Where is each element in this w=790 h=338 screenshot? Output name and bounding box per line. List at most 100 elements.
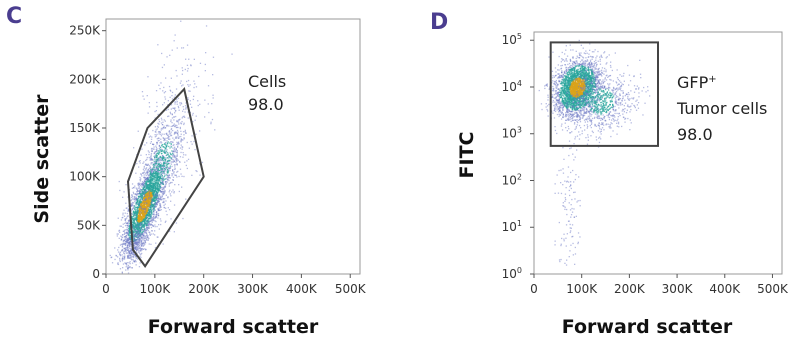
panel-c-scatter-point (163, 188, 165, 190)
panel-c-scatter-point (168, 115, 170, 117)
panel-c-scatter-point (162, 201, 164, 203)
panel-c-scatter-point (140, 234, 142, 237)
panel-c-scatter-point (138, 186, 140, 188)
panel-c-scatter-point (125, 184, 127, 186)
panel-c-ticks: 0 100K 200K 300K 400K 500K050K100K150K200K250… (69, 24, 367, 296)
panel-c-scatter-point (134, 233, 136, 235)
panel-c-scatter-point (141, 207, 143, 209)
panel-c-scatter-point (148, 221, 151, 223)
panel-c-scatter-point (143, 167, 145, 169)
panel-c-scatter-point (139, 221, 141, 223)
panel-c-scatter-point (147, 112, 149, 114)
panel-c-scatter-point (139, 216, 141, 218)
panel-c-scatter-point (139, 213, 142, 215)
panel-c-scatter-point (135, 242, 138, 244)
panel-c-scatter-point (134, 217, 136, 219)
panel-c-scatter-point (163, 156, 165, 158)
panel-d-scatter-point (560, 61, 562, 63)
panel-c-scatter-point (124, 232, 126, 235)
panel-c-scatter-point (124, 222, 126, 225)
panel-c-scatter-point (170, 195, 172, 197)
panel-c-scatter-point (178, 190, 180, 193)
panel-c-scatter-point (165, 144, 167, 146)
panel-c-scatter-point (135, 196, 137, 198)
panel-c-scatter-point (132, 255, 134, 258)
panel-c-scatter-point (129, 231, 131, 233)
panel-c-scatter-point (135, 230, 137, 233)
panel-c-scatter-point (149, 197, 151, 199)
panel-c-scatter-point (158, 145, 161, 148)
panel-c-scatter-point (205, 52, 207, 54)
panel-c-scatter-point (138, 243, 140, 245)
panel-c-scatter-point (166, 171, 168, 173)
panel-c-scatter-point (125, 237, 127, 239)
panel-c-scatter-point (157, 113, 159, 116)
panel-c-scatter-point (150, 211, 152, 213)
panel-c-scatter-point (125, 266, 127, 268)
panel-c-scatter-point (143, 161, 145, 163)
panel-c-scatter-point (168, 183, 170, 185)
panel-c-scatter-point (157, 182, 160, 185)
panel-d-scatter-point (562, 101, 564, 103)
panel-c-scatter-point (140, 227, 142, 229)
panel-c-scatter-point (144, 206, 146, 209)
panel-c-scatter-point (151, 136, 153, 138)
panel-c-scatter-point (152, 205, 155, 207)
panel-c-scatter-point (128, 241, 131, 244)
panel-d-scatter-point (567, 63, 569, 66)
panel-c-scatter-point (150, 158, 152, 161)
panel-c-scatter-point (184, 131, 186, 133)
panel-c-scatter-point (156, 101, 158, 104)
panel-c-scatter-point (168, 209, 171, 211)
panel-c-scatter-point (150, 233, 152, 235)
panel-c-scatter-point (147, 174, 149, 177)
panel-c-scatter-point (183, 108, 185, 110)
panel-c-scatter-point (160, 141, 162, 143)
panel-c-scatter-point (141, 204, 143, 206)
panel-c-scatter-point (145, 217, 147, 220)
panel-c-scatter-point (140, 183, 142, 186)
panel-c-scatter-point (127, 244, 129, 247)
panel-c-scatter-point (124, 218, 126, 220)
panel-c-scatter-point (154, 195, 156, 197)
panel-c-scatter-point (143, 230, 145, 232)
panel-c-scatter-point (158, 161, 160, 164)
panel-c-scatter-point (170, 145, 172, 147)
panel-d-scatter-point (589, 102, 591, 104)
panel-c-scatter-point (161, 158, 164, 160)
panel-c-scatter-point (174, 124, 177, 126)
panel-c-scatter-point (171, 122, 173, 124)
panel-c-scatter-point (142, 197, 144, 199)
panel-c-scatter-point (152, 205, 154, 207)
panel-c-scatter-point (163, 150, 165, 152)
panel-c-scatter-point (204, 116, 206, 118)
panel-c-scatter-point (133, 202, 135, 204)
panel-c-scatter-point (146, 211, 148, 213)
panel-c-scatter-point (176, 137, 178, 139)
panel-c-scatter-point (135, 197, 137, 199)
panel-c-scatter-point (143, 182, 146, 184)
panel-d-scatter-point (588, 100, 590, 102)
panel-c-scatter-point (146, 220, 148, 222)
panel-c-scatter-point (158, 201, 160, 203)
panel-c-scatter-point (133, 212, 135, 214)
panel-c-scatter-point (165, 150, 168, 152)
panel-c-scatter-point (161, 149, 164, 151)
panel-c-scatter-point (134, 218, 136, 221)
panel-c-scatter-point (157, 172, 159, 174)
panel-d-scatter-point (547, 96, 549, 98)
panel-c-scatter-point (156, 148, 158, 150)
panel-c-scatter-point (137, 183, 139, 185)
panel-d-scatter-point (593, 60, 596, 63)
panel-c-scatter-point (127, 210, 129, 212)
panel-c-scatter-point (160, 172, 162, 174)
panel-c-scatter-point (122, 251, 125, 253)
panel-c-scatter-point (145, 235, 147, 237)
panel-c-scatter-point (165, 200, 167, 202)
panel-c-scatter-point (159, 177, 162, 180)
panel-c-scatter-point (135, 227, 137, 229)
panel-c-scatter-point (133, 187, 135, 189)
panel-c-scatter-point (159, 133, 162, 135)
panel-c-scatter-point (142, 224, 144, 226)
panel-c-scatter-point (185, 132, 187, 134)
